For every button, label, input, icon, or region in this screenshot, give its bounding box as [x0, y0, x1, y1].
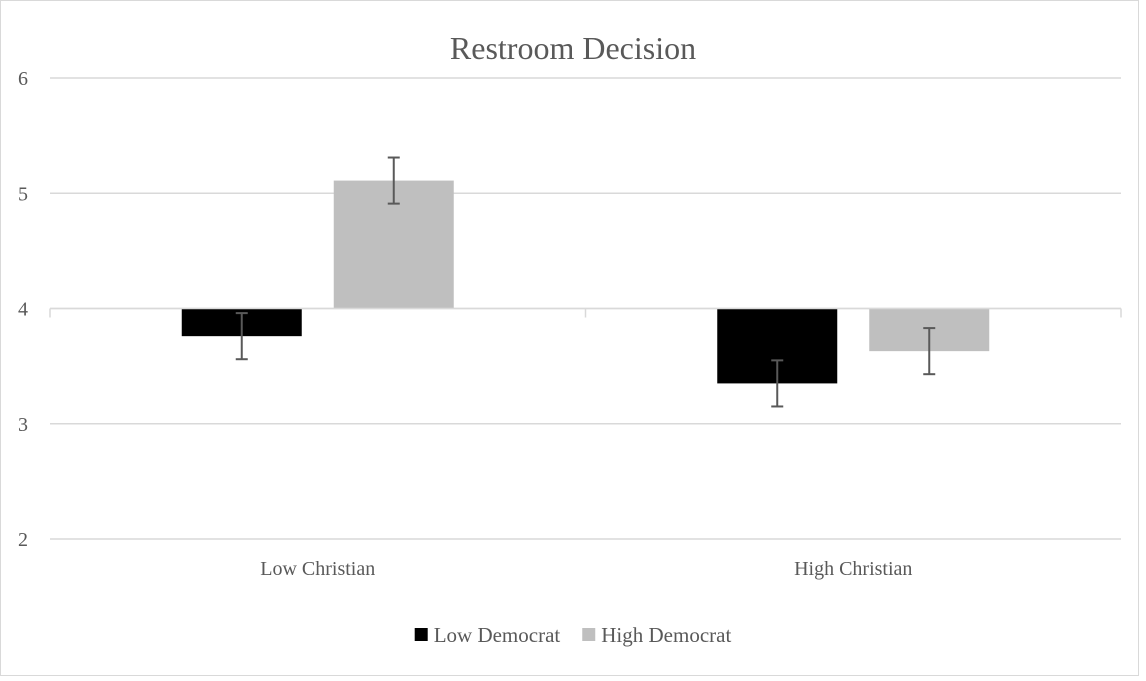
category-label: Low Christian [260, 558, 375, 580]
y-tick-label: 6 [18, 68, 28, 90]
legend-swatch [414, 628, 428, 641]
legend-item: Low Democrat [414, 623, 561, 647]
y-tick-label: 4 [18, 299, 28, 321]
legend: Low Democrat High Democrat [414, 623, 731, 647]
x-axis-category-labels: Low Christian High Christian [260, 558, 912, 580]
y-axis-tick-labels: 2 3 4 5 6 [18, 68, 28, 551]
error-bar [235, 312, 248, 361]
legend-item: High Democrat [582, 623, 731, 647]
error-bar [771, 359, 784, 408]
error-bar [387, 156, 400, 205]
y-tick-label: 3 [18, 414, 28, 436]
chart-title: Restroom Decision [450, 30, 696, 66]
legend-swatch [582, 628, 596, 641]
error-bar [923, 327, 936, 376]
legend-label: Low Democrat [434, 623, 561, 647]
y-tick-label: 5 [18, 183, 28, 205]
y-tick-label: 2 [18, 529, 28, 551]
error-bars [235, 156, 936, 408]
baseline [49, 307, 1122, 318]
category-label: High Christian [794, 558, 912, 580]
legend-label: High Democrat [601, 623, 731, 647]
